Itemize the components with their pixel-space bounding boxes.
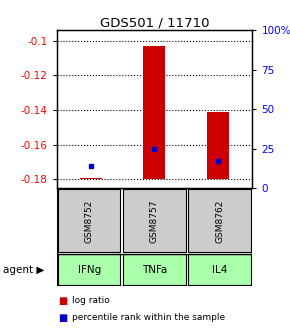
Bar [58, 254, 121, 285]
Bar [123, 254, 186, 285]
Text: GSM8752: GSM8752 [85, 199, 94, 243]
Text: GSM8757: GSM8757 [150, 199, 159, 243]
Text: IL4: IL4 [212, 265, 227, 275]
Bar [80, 178, 102, 179]
Bar [143, 46, 166, 179]
Text: TNFa: TNFa [142, 265, 167, 275]
Bar [188, 190, 251, 252]
Text: percentile rank within the sample: percentile rank within the sample [72, 313, 226, 322]
Text: IFNg: IFNg [77, 265, 101, 275]
Text: ■: ■ [58, 296, 67, 306]
Text: log ratio: log ratio [72, 296, 110, 305]
Text: agent ▶: agent ▶ [3, 265, 44, 275]
Text: GSM8762: GSM8762 [215, 199, 224, 243]
Bar [206, 112, 229, 179]
Bar [123, 190, 186, 252]
Title: GDS501 / 11710: GDS501 / 11710 [100, 16, 209, 29]
Bar [58, 190, 121, 252]
Bar [188, 254, 251, 285]
Text: ■: ■ [58, 312, 67, 323]
